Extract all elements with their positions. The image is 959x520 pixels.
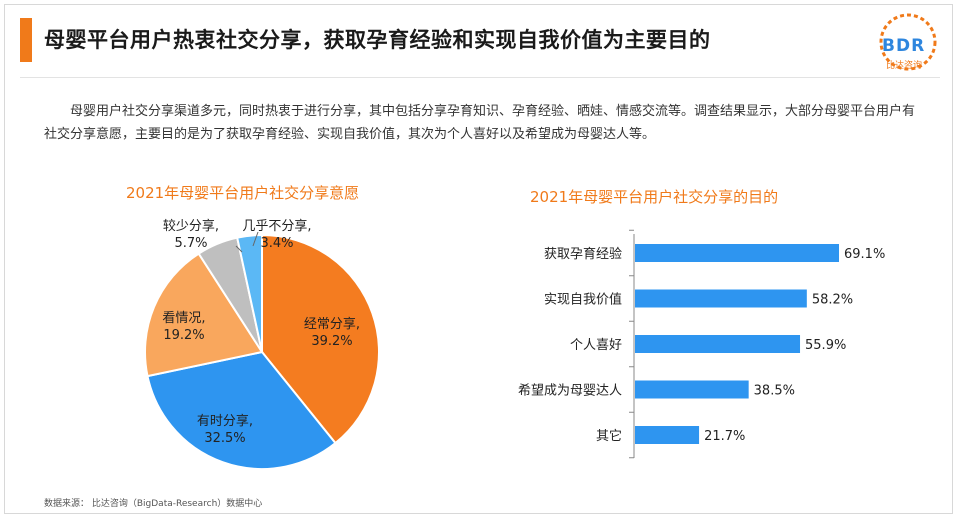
bar-chart-title: 2021年母婴平台用户社交分享的目的 — [530, 188, 779, 206]
logo-subtitle: 比达咨询 — [886, 61, 923, 71]
pie-slice-label: 有时分享, — [197, 413, 253, 429]
pie-slice-label: 几乎不分享, — [242, 218, 311, 234]
bar-value-label: 55.9% — [805, 338, 846, 353]
bar-category-label: 其它 — [596, 428, 622, 444]
pie-slice-value: 19.2% — [163, 328, 204, 343]
pie-slice — [261, 233, 380, 445]
title-accent-bar — [20, 18, 32, 62]
pie-slice — [236, 233, 263, 353]
pie-slice-label: 经常分享, — [304, 316, 360, 332]
bar-value-label: 21.7% — [704, 429, 745, 444]
bar-value-label: 38.5% — [754, 384, 795, 399]
bar-value-label: 69.1% — [844, 247, 885, 262]
pie-slice-value: 32.5% — [204, 431, 245, 446]
bar — [635, 335, 801, 353]
pie-slice — [144, 252, 264, 378]
page-title: 母婴平台用户热衷社交分享，获取孕育经验和实现自我价值为主要目的 — [44, 28, 711, 52]
logo-text: BDR — [882, 36, 926, 56]
leader-line — [252, 231, 259, 247]
pie-slice-label: 看情况, — [162, 310, 205, 326]
pie-slice-label: 较少分享, — [163, 218, 219, 234]
bar — [635, 380, 749, 399]
title-divider — [20, 77, 940, 78]
bar — [635, 426, 700, 444]
pie-slice-value: 39.2% — [311, 334, 352, 349]
bar — [635, 289, 807, 308]
pie-slice-value: 5.7% — [174, 236, 207, 251]
bar-category-label: 实现自我价值 — [544, 292, 622, 308]
bar-value-label: 58.2% — [812, 293, 853, 308]
bar-category-label: 希望成为母婴达人 — [518, 383, 622, 399]
bdr-logo-icon — [879, 13, 937, 71]
data-source-note: 数据来源： 比达咨询（BigData-Research）数据中心 — [44, 499, 263, 509]
bar — [635, 244, 839, 262]
pie-slice — [146, 350, 337, 470]
pie-chart-title: 2021年母婴平台用户社交分享意愿 — [126, 184, 360, 202]
leader-line — [235, 245, 243, 253]
pie-slice-value: 3.4% — [260, 236, 293, 251]
bar-category-label: 个人喜好 — [570, 338, 622, 353]
intro-paragraph: 母婴用户社交分享渠道多元，同时热衷于进行分享，其中包括分享孕育知识、孕育经验、晒… — [44, 104, 916, 142]
bar-category-label: 获取孕育经验 — [544, 246, 622, 262]
